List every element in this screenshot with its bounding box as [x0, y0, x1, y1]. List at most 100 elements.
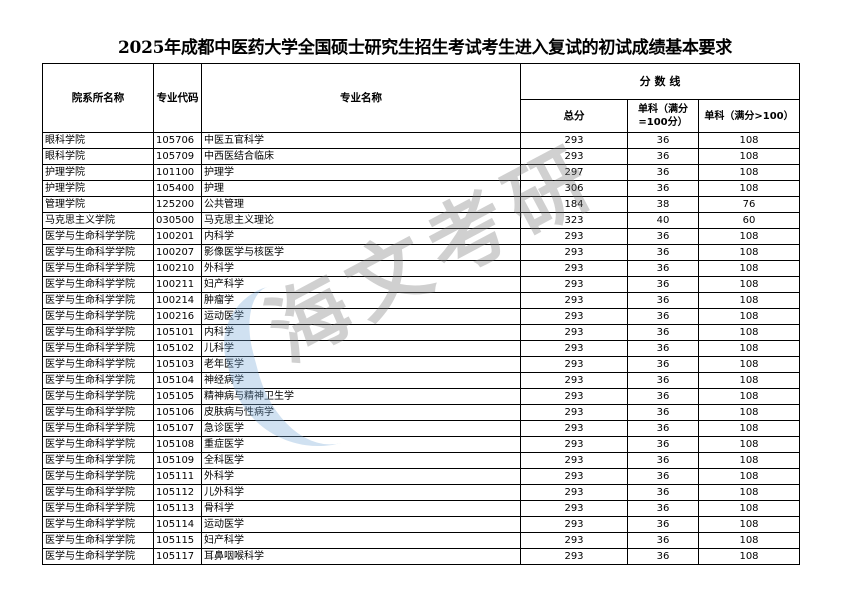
table-row: 医学与生命科学学院 105115 妇产科学 293 36 108	[42, 532, 801, 549]
dept-cell: 医学与生命科学学院	[42, 260, 154, 277]
table-row: 眼科学院 105706 中医五官科学 293 36 108	[42, 132, 801, 149]
dept-cell: 护理学院	[42, 164, 154, 181]
total-cell: 293	[520, 308, 628, 325]
table-row: 护理学院 105400 护理 306 36 108	[42, 180, 801, 197]
dept-cell: 医学与生命科学学院	[42, 292, 154, 309]
dept-cell: 医学与生命科学学院	[42, 244, 154, 261]
single100-cell: 36	[627, 356, 699, 373]
single-gt100-cell: 108	[697, 356, 801, 373]
table-row: 医学与生命科学学院 105107 急诊医学 293 36 108	[42, 420, 801, 437]
code-cell: 105109	[153, 452, 202, 469]
single-gt100-cell: 108	[697, 292, 801, 309]
table-row: 医学与生命科学学院 100214 肿瘤学 293 36 108	[42, 292, 801, 309]
single100-cell: 36	[627, 324, 699, 341]
code-cell: 105117	[153, 548, 202, 565]
dept-cell: 马克思主义学院	[42, 212, 154, 229]
code-cell: 105104	[153, 372, 202, 389]
total-cell: 323	[520, 212, 628, 229]
code-cell: 100216	[153, 308, 202, 325]
page-title: 2025年成都中医药大学全国硕士研究生招生考试考生进入复试的初试成绩基本要求	[118, 38, 732, 58]
dept-cell: 眼科学院	[42, 148, 154, 165]
table-row: 医学与生命科学学院 105105 精神病与精神卫生学 293 36 108	[42, 388, 801, 405]
single100-cell: 36	[627, 228, 699, 245]
table-row: 医学与生命科学学院 100211 妇产科学 293 36 108	[42, 276, 801, 293]
dept-cell: 医学与生命科学学院	[42, 532, 154, 549]
single100-cell: 36	[627, 388, 699, 405]
single-gt100-cell: 108	[697, 516, 801, 533]
code-cell: 105105	[153, 388, 202, 405]
header-code: 专业代码	[153, 63, 202, 133]
code-cell: 100211	[153, 276, 202, 293]
total-cell: 293	[520, 148, 628, 165]
single100-cell: 38	[627, 196, 699, 213]
dept-cell: 医学与生命科学学院	[42, 324, 154, 341]
single-gt100-cell: 108	[697, 164, 801, 181]
dept-cell: 医学与生命科学学院	[42, 356, 154, 373]
code-cell: 105108	[153, 436, 202, 453]
single100-cell: 36	[627, 500, 699, 517]
single100-cell: 36	[627, 404, 699, 421]
single100-cell: 36	[627, 308, 699, 325]
table-row: 眼科学院 105709 中西医结合临床 293 36 108	[42, 148, 801, 165]
dept-cell: 医学与生命科学学院	[42, 500, 154, 517]
single-gt100-cell: 108	[697, 484, 801, 501]
total-cell: 293	[520, 516, 628, 533]
table-row: 医学与生命科学学院 105102 儿科学 293 36 108	[42, 340, 801, 357]
single-gt100-cell: 108	[697, 388, 801, 405]
single-gt100-cell: 76	[697, 196, 801, 213]
total-cell: 293	[520, 356, 628, 373]
dept-cell: 医学与生命科学学院	[42, 468, 154, 485]
single-gt100-cell: 108	[697, 452, 801, 469]
dept-cell: 医学与生命科学学院	[42, 228, 154, 245]
total-cell: 293	[520, 436, 628, 453]
single-gt100-cell: 108	[697, 340, 801, 357]
table-row: 医学与生命科学学院 100216 运动医学 293 36 108	[42, 308, 801, 325]
major-cell: 急诊医学	[201, 420, 521, 437]
table-row: 医学与生命科学学院 105101 内科学 293 36 108	[42, 324, 801, 341]
dept-cell: 医学与生命科学学院	[42, 388, 154, 405]
single100-cell: 36	[627, 532, 699, 549]
dept-cell: 医学与生命科学学院	[42, 548, 154, 565]
major-cell: 马克思主义理论	[201, 212, 521, 229]
code-cell: 105107	[153, 420, 202, 437]
total-cell: 293	[520, 404, 628, 421]
single100-cell: 36	[627, 484, 699, 501]
dept-cell: 医学与生命科学学院	[42, 372, 154, 389]
code-cell: 100207	[153, 244, 202, 261]
total-cell: 293	[520, 132, 628, 149]
major-cell: 皮肤病与性病学	[201, 404, 521, 421]
header-total: 总分	[520, 99, 628, 133]
single100-cell: 36	[627, 260, 699, 277]
single-gt100-cell: 108	[697, 372, 801, 389]
table-row: 医学与生命科学学院 105112 儿外科学 293 36 108	[42, 484, 801, 501]
single100-cell: 36	[627, 372, 699, 389]
total-cell: 293	[520, 532, 628, 549]
single-gt100-cell: 108	[697, 532, 801, 549]
table-row: 医学与生命科学学院 105104 神经病学 293 36 108	[42, 372, 801, 389]
major-cell: 耳鼻咽喉科学	[201, 548, 521, 565]
dept-cell: 医学与生命科学学院	[42, 452, 154, 469]
single100-cell: 36	[627, 292, 699, 309]
major-cell: 内科学	[201, 228, 521, 245]
table-body: 眼科学院 105706 中医五官科学 293 36 108 眼科学院 105709 中西医结合临…	[42, 132, 801, 565]
single-gt100-cell: 108	[697, 228, 801, 245]
dept-cell: 护理学院	[42, 180, 154, 197]
code-cell: 105709	[153, 148, 202, 165]
total-cell: 293	[520, 292, 628, 309]
code-cell: 105101	[153, 324, 202, 341]
major-cell: 运动医学	[201, 308, 521, 325]
total-cell: 293	[520, 276, 628, 293]
code-cell: 105111	[153, 468, 202, 485]
code-cell: 105115	[153, 532, 202, 549]
single100-cell: 36	[627, 180, 699, 197]
dept-cell: 医学与生命科学学院	[42, 484, 154, 501]
code-cell: 101100	[153, 164, 202, 181]
dept-cell: 眼科学院	[42, 132, 154, 149]
single-gt100-cell: 108	[697, 276, 801, 293]
single-gt100-cell: 108	[697, 548, 801, 565]
header-major: 专业名称	[201, 63, 521, 133]
major-cell: 中西医结合临床	[201, 148, 521, 165]
single-gt100-cell: 108	[697, 260, 801, 277]
table-row: 医学与生命科学学院 105106 皮肤病与性病学 293 36 108	[42, 404, 801, 421]
total-cell: 293	[520, 468, 628, 485]
